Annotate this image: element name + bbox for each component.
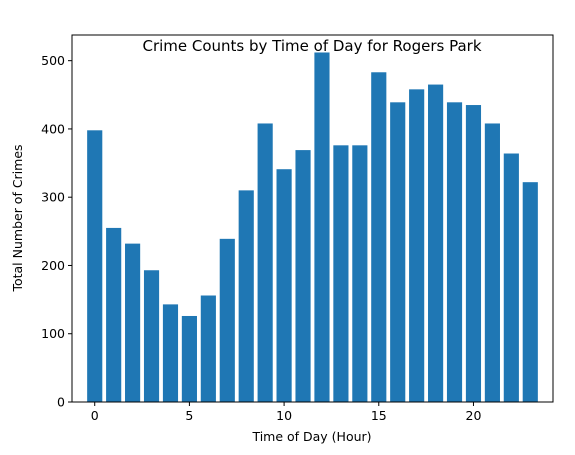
bar-hour-17 [409,89,424,402]
bar-hour-6 [201,296,216,403]
y-tick-label: 200 [41,258,65,273]
bar-hour-11 [295,150,310,402]
bar-hour-20 [466,105,481,402]
x-tick-label: 5 [185,408,193,423]
bar-hour-13 [333,145,348,402]
y-axis-label: Total Number of Crimes [10,144,25,292]
bar-hour-0 [87,130,102,402]
x-axis-label: Time of Day (Hour) [251,429,371,444]
x-axis-ticks: 0 5 10 15 20 [91,402,482,423]
y-tick-label: 400 [41,121,65,136]
bar-hour-16 [390,102,405,402]
bar-hour-18 [428,85,443,402]
bar-hour-10 [277,169,292,402]
bar-hour-22 [504,154,519,402]
bar-hour-19 [447,102,462,402]
bar-hour-7 [220,239,235,402]
bars-group [87,52,538,402]
x-tick-label: 20 [466,408,482,423]
bar-hour-3 [144,270,159,402]
bar-hour-5 [182,316,197,402]
y-tick-label: 0 [57,395,65,410]
chart-title: Crime Counts by Time of Day for Rogers P… [142,37,481,55]
y-tick-label: 500 [41,53,65,68]
bar-hour-14 [352,145,367,402]
bar-hour-4 [163,304,178,402]
bar-hour-8 [239,190,254,402]
bar-hour-1 [106,228,121,402]
bar-hour-23 [523,182,538,402]
x-tick-label: 15 [371,408,387,423]
y-axis-ticks: 0 100 200 300 400 500 [41,53,72,409]
y-tick-label: 100 [41,326,65,341]
x-tick-label: 0 [91,408,99,423]
bar-hour-9 [258,123,273,402]
x-tick-label: 10 [276,408,292,423]
bar-hour-21 [485,123,500,402]
bar-hour-15 [371,72,386,402]
bar-hour-2 [125,244,140,402]
y-tick-label: 300 [41,190,65,205]
bar-hour-12 [314,52,329,402]
